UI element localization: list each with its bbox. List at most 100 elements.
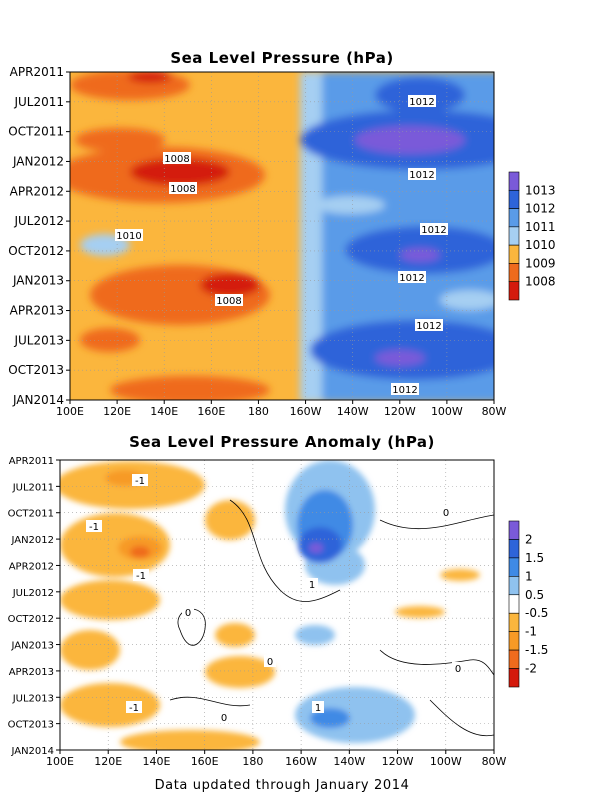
svg-text:-1: -1: [129, 703, 139, 714]
svg-text:0: 0: [221, 713, 227, 724]
bottom-contour-lines: [169, 499, 494, 737]
top-x-tick-label: 160E: [197, 405, 225, 418]
bottom-x-tick-label: 120E: [94, 755, 122, 768]
top-x-tick-label: 120E: [103, 405, 131, 418]
bottom-y-tick-label: OCT2013: [8, 720, 54, 731]
top-colorbar: 1013 1012 1011 1010 1009 1008: [508, 171, 556, 301]
top-colorbar-label: 1012: [525, 202, 556, 216]
bottom-colorbar-swatch: [508, 576, 520, 596]
top-y-tick-label: OCT2012: [8, 244, 64, 258]
svg-text:0: 0: [267, 657, 273, 668]
bottom-y-tick-label: JUL2011: [12, 482, 54, 493]
bottom-x-tick-label: 140E: [142, 755, 170, 768]
contour-line: [169, 696, 251, 707]
bottom-contour-label: -1: [133, 569, 149, 582]
bottom-x-tick-label: 160W: [285, 755, 317, 768]
bottom-colorbar-label: -1.5: [525, 643, 548, 657]
top-x-tick-label: 100W: [431, 405, 463, 418]
bottom-contour-label: 0: [182, 606, 194, 619]
top-contour-label: 1010: [115, 229, 143, 242]
top-x-axis: 100E 120E 140E 160E 180 160W 140W 120W 100W 80W: [56, 400, 507, 418]
top-y-tick-label: JAN2014: [12, 393, 64, 407]
bottom-y-tick-label: JAN2014: [10, 746, 54, 757]
bottom-y-tick-label: APR2011: [9, 456, 54, 467]
bottom-x-tick-label: 100W: [430, 755, 462, 768]
bottom-y-tick-label: JAN2013: [10, 641, 54, 652]
bottom-x-axis: 100E 120E 140E 160E 180 160W 140W 120W 100W 80W: [46, 750, 507, 768]
top-chart-title: Sea Level Pressure (hPa): [170, 49, 393, 67]
top-colorbar-swatch: [508, 281, 520, 301]
top-contour-label: 1012: [408, 95, 436, 108]
svg-text:-1: -1: [135, 476, 145, 487]
top-x-tick-label: 140W: [337, 405, 369, 418]
bottom-colorbar-label: -2: [525, 662, 537, 676]
top-y-tick-label: APR2012: [10, 184, 64, 198]
bottom-x-tick-label: 80W: [482, 755, 507, 768]
bottom-y-tick-label: APR2012: [9, 561, 54, 572]
bottom-contour-label: 0: [218, 711, 230, 724]
top-contour-label: 1008: [163, 152, 191, 165]
svg-text:-1: -1: [89, 522, 99, 533]
bottom-y-tick-label: JUL2012: [12, 588, 54, 599]
top-colorbar-label: 1013: [525, 183, 556, 197]
bottom-contour-label: 1: [306, 578, 318, 591]
svg-text:1010: 1010: [116, 231, 141, 242]
bottom-colorbar-swatch: [508, 520, 520, 540]
top-y-tick-label: JAN2013: [12, 274, 64, 288]
top-contour-label: 1012: [415, 319, 443, 332]
svg-text:1012: 1012: [409, 97, 434, 108]
top-x-tick-label: 80W: [482, 405, 507, 418]
bottom-y-axis: APR2011 JUL2011 OCT2011 JAN2012 APR2012 JUL20…: [8, 456, 60, 757]
top-y-tick-label: APR2011: [10, 65, 64, 79]
svg-text:0: 0: [443, 508, 449, 519]
bottom-contour-label: 0: [452, 662, 464, 675]
top-y-tick-label: JUL2013: [13, 333, 64, 347]
svg-text:-1: -1: [136, 571, 146, 582]
bottom-contour-label: 0: [440, 506, 452, 519]
top-contour-label: 1012: [408, 168, 436, 181]
top-colorbar-label: 1010: [525, 238, 556, 252]
top-x-tick-label: 180: [248, 405, 269, 418]
top-contour-label: 1008: [169, 182, 197, 195]
top-colorbar-label: 1008: [525, 275, 556, 289]
bottom-grid: [60, 460, 494, 750]
svg-text:1: 1: [309, 580, 315, 591]
top-colorbar-label: 1009: [525, 256, 556, 270]
bottom-plot-frame: [59, 459, 495, 751]
top-field: [70, 72, 494, 400]
svg-text:1008: 1008: [164, 154, 189, 165]
bottom-x-tick-label: 160E: [191, 755, 219, 768]
contour-line: [229, 499, 341, 602]
bottom-contour-label: -1: [132, 474, 148, 487]
svg-text:0: 0: [455, 664, 461, 675]
contour-line: [379, 649, 494, 676]
svg-text:0: 0: [185, 608, 191, 619]
bottom-colorbar-label: 0.5: [525, 588, 544, 602]
top-x-tick-label: 100E: [56, 405, 84, 418]
top-contour-label: 1012: [420, 223, 448, 236]
bottom-y-tick-label: APR2013: [9, 667, 54, 678]
top-y-tick-label: JUL2011: [13, 95, 64, 109]
svg-text:1: 1: [315, 703, 321, 714]
bottom-colorbar-swatch: [508, 649, 520, 669]
svg-text:1012: 1012: [416, 321, 441, 332]
contour-line: [177, 608, 206, 646]
top-colorbar-label: 1011: [525, 220, 556, 234]
top-contour-label: 1008: [215, 294, 243, 307]
svg-text:1008: 1008: [216, 296, 241, 307]
bottom-colorbar-swatch: [508, 557, 520, 577]
top-colorbar-swatch: [508, 189, 520, 209]
top-colorbar-swatch: [508, 171, 520, 191]
bottom-colorbar-swatch: [508, 668, 520, 688]
top-plot-frame: [69, 71, 495, 401]
top-colorbar-swatch: [508, 244, 520, 264]
bottom-y-tick-label: OCT2011: [8, 509, 54, 520]
top-y-tick-label: JUL2012: [13, 214, 64, 228]
svg-text:1008: 1008: [170, 184, 195, 195]
top-contour-label: 1012: [398, 271, 426, 284]
top-contour-label: 1012: [391, 383, 419, 396]
bottom-contour-label: -1: [86, 520, 102, 533]
bottom-x-tick-label: 100E: [46, 755, 74, 768]
bottom-y-tick-label: JAN2012: [10, 535, 54, 546]
bottom-x-tick-label: 180: [242, 755, 263, 768]
